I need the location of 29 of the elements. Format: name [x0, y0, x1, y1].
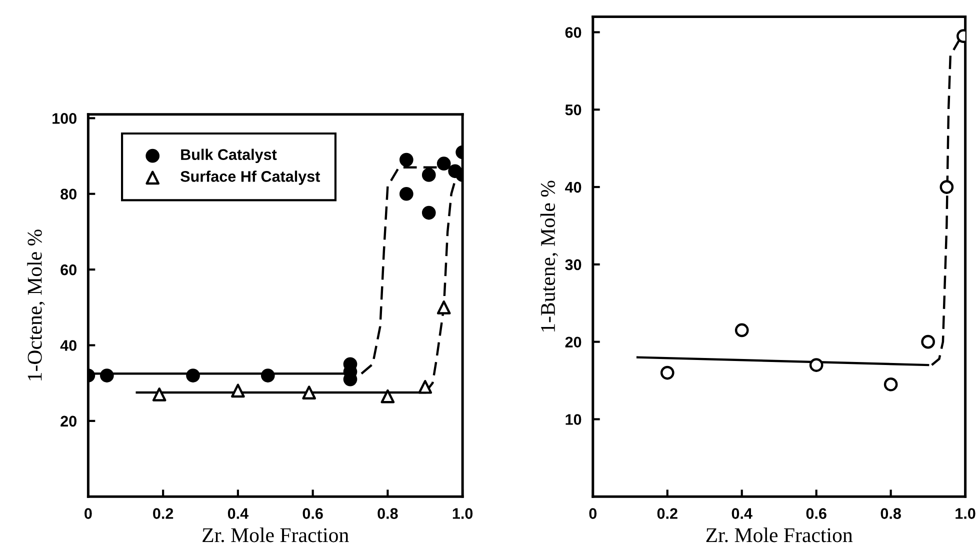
x-tick-label: 0.2	[153, 508, 174, 519]
y-tick-label: 10	[566, 414, 582, 425]
x-tick-label: 0.2	[657, 508, 678, 519]
y-axis-title: 1-Octene, Mole %	[27, 230, 45, 380]
x-axis-title: Zr. Mole Fraction	[202, 528, 349, 542]
x-tick-label: 0.6	[806, 508, 826, 519]
x-tick-label: 0.8	[880, 508, 901, 519]
y-tick-label: 50	[565, 104, 582, 116]
y-tick-label: 80	[60, 188, 76, 200]
x-tick-label: 0.6	[302, 508, 323, 519]
x-tick-label: 0.4	[228, 508, 248, 519]
x-tick-label: 1.0	[956, 508, 976, 519]
y-tick-label: 20	[60, 416, 76, 427]
y-tick-label: 60	[60, 264, 76, 276]
x-tick-label: 0	[84, 508, 92, 519]
x-tick-label: 0.8	[378, 508, 398, 519]
legend-label: Surface Hf Catalyst	[180, 170, 320, 185]
legend-label: Bulk Catalyst	[181, 148, 277, 164]
y-tick-label: 40	[60, 340, 76, 351]
x-tick-label: 0.4	[732, 508, 752, 519]
x-tick-label: 1.0	[452, 508, 473, 519]
y-tick-label: 20	[565, 336, 582, 348]
x-tick-label: 0	[589, 508, 597, 519]
y-tick-label: 40	[565, 182, 582, 193]
y-tick-label: 30	[565, 259, 582, 270]
x-axis-title: Zr. Mole Fraction	[706, 528, 853, 542]
y-axis-title: 1-Butene, Mole %	[540, 180, 558, 332]
y-tick-label: 100	[52, 113, 76, 124]
y-tick-label: 60	[565, 27, 582, 38]
